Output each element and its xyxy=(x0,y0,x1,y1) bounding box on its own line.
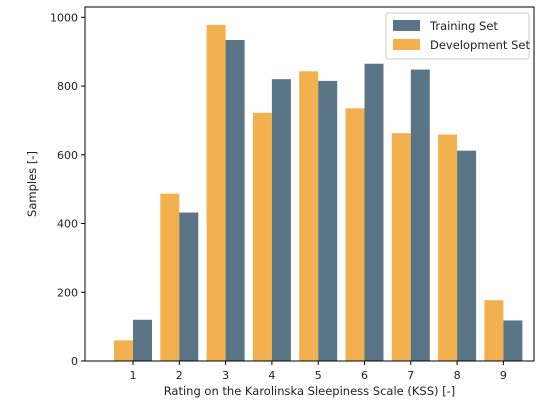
y-tick-label: 800 xyxy=(57,80,78,93)
bar-training-set-9 xyxy=(503,320,523,361)
legend-swatch-training-set xyxy=(393,20,420,31)
bar-training-set-7 xyxy=(410,69,430,362)
y-axis-ticks: 0 200 400 600 800 1000 xyxy=(50,11,85,368)
legend-label-development-set: Development Set xyxy=(430,38,530,52)
bar-training-set-6 xyxy=(364,63,384,362)
x-tick-label: 5 xyxy=(315,369,322,382)
x-tick-label: 2 xyxy=(176,369,183,382)
y-tick-label: 400 xyxy=(57,218,78,231)
bar-development-set-1 xyxy=(114,340,133,361)
bar-training-set-8 xyxy=(457,150,477,361)
legend-label-training-set: Training Set xyxy=(429,19,498,33)
bar-training-set-4 xyxy=(271,79,291,362)
y-axis-label: Samples [-] xyxy=(25,151,39,217)
x-tick-label: 3 xyxy=(222,369,229,382)
y-tick-label: 0 xyxy=(71,355,78,368)
y-tick-label: 1000 xyxy=(50,11,78,24)
x-tick-label: 9 xyxy=(500,369,507,382)
bar-development-set-9 xyxy=(484,300,504,361)
bar-training-set-1 xyxy=(133,319,152,361)
x-tick-label: 4 xyxy=(268,369,275,382)
bar-training-set-5 xyxy=(318,80,338,361)
y-tick-label: 200 xyxy=(57,286,78,299)
bars-group xyxy=(114,24,523,362)
x-tick-label: 8 xyxy=(454,369,461,382)
bar-development-set-2 xyxy=(160,193,180,361)
bar-development-set-8 xyxy=(438,134,458,361)
plot-frame xyxy=(84,6,535,362)
x-axis-label: Rating on the Karolinska Sleepiness Scal… xyxy=(164,384,456,398)
bar-training-set-2 xyxy=(179,212,199,361)
bar-development-set-5 xyxy=(299,71,319,362)
x-tick-label: 6 xyxy=(361,369,368,382)
x-axis-ticks: 1 2 3 4 5 6 7 8 9 xyxy=(130,361,507,382)
legend-box xyxy=(385,12,530,60)
y-tick-label: 600 xyxy=(57,149,78,162)
legend: Training Set Development Set xyxy=(385,12,530,60)
x-tick-label: 1 xyxy=(130,369,137,382)
bar-training-set-3 xyxy=(225,39,245,362)
bar-development-set-4 xyxy=(252,112,272,361)
bar-development-set-3 xyxy=(206,24,226,362)
x-tick-label: 7 xyxy=(407,369,414,382)
legend-swatch-development-set xyxy=(393,39,420,50)
bar-development-set-7 xyxy=(391,133,411,361)
bar-development-set-6 xyxy=(345,108,365,361)
